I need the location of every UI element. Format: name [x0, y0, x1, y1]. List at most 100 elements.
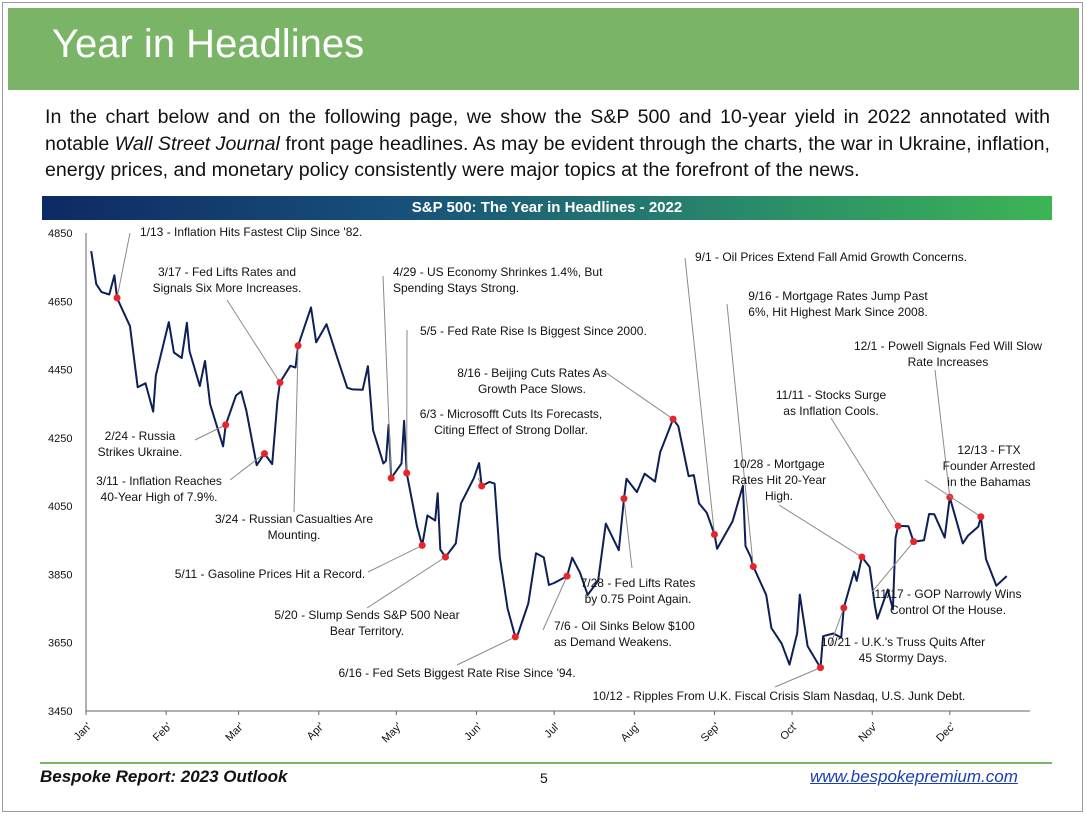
- annotation-label: 10/21 - U.K.'s Truss Quits After: [821, 635, 985, 649]
- chart-header-bar: S&P 500: The Year in Headlines - 2022: [42, 196, 1052, 220]
- annotation-label: 11/17 - GOP Narrowly Wins: [875, 587, 1022, 601]
- annotation-label: 7/28 - Fed Lifts Rates: [581, 576, 696, 590]
- x-tick-label: May': [380, 721, 405, 746]
- annotation-marker: [403, 469, 411, 477]
- annotation-label: 6/3 - Microsofft Cuts Its Forecasts,: [420, 407, 603, 421]
- annotation-label: High.: [765, 489, 793, 503]
- annotation-marker: [511, 633, 519, 641]
- annotation-leader-line: [924, 479, 982, 518]
- annotation-label: Spending Stays Strong.: [393, 281, 519, 295]
- x-tick-label: Nov': [857, 721, 881, 745]
- y-tick-label: 3450: [48, 706, 72, 718]
- annotation-label: Control Of the House.: [890, 603, 1006, 617]
- x-tick-label: Jun': [462, 721, 485, 744]
- annotation-label: 11/11 - Stocks Surge: [776, 388, 887, 402]
- annotation-leader-line: [604, 371, 674, 420]
- annotation-leader-line: [829, 607, 845, 647]
- annotation-label: 5/11 - Gasoline Prices Hit a Record.: [175, 567, 366, 581]
- footer-website-link[interactable]: www.bespokepremium.com: [810, 767, 1018, 786]
- x-tick-label: Jul': [542, 721, 562, 741]
- annotation-leader-line: [194, 424, 226, 441]
- annotation-leader-line: [830, 417, 899, 527]
- page-title: Year in Headlines: [52, 22, 365, 66]
- annotation-marker: [894, 522, 902, 530]
- annotation-label: 12/1 - Powell Signals Fed Will Slow: [854, 339, 1042, 353]
- annotation-marker: [840, 604, 848, 612]
- x-tick-label: Sep': [699, 721, 723, 745]
- annotation-marker: [441, 553, 449, 561]
- annotation-marker: [620, 495, 628, 503]
- annotation-leader-line: [542, 575, 568, 631]
- annotation-leader-line: [684, 257, 715, 535]
- annotation-marker: [260, 450, 268, 458]
- annotation-label: 3/11 - Inflation Reaches: [96, 474, 222, 488]
- annotation-marker: [858, 553, 866, 561]
- annotation-label: 6/16 - Fed Sets Biggest Rate Rise Since …: [338, 666, 575, 680]
- annotation-leader-line: [229, 453, 265, 481]
- chart-title: S&P 500: The Year in Headlines - 2022: [411, 199, 683, 216]
- annotation-leader-line: [774, 667, 821, 688]
- intro-text-2: front page headlines. As may be evident …: [45, 132, 1050, 182]
- annotation-leader-line: [726, 303, 754, 567]
- y-tick-label: 4050: [48, 501, 72, 513]
- annotation-label: 9/1 - Oil Prices Extend Fall Amid Growth…: [695, 250, 967, 264]
- y-tick-label: 4250: [48, 433, 72, 445]
- annotation-leader-line: [778, 504, 863, 558]
- annotation-marker: [563, 572, 571, 580]
- annotation-label: 3/24 - Russian Casualties Are: [215, 512, 373, 526]
- annotation-leader-line: [456, 636, 516, 666]
- annotation-label: Signals Six More Increases.: [153, 281, 302, 295]
- annotation-marker: [478, 482, 486, 490]
- annotation-leader-line: [934, 369, 951, 498]
- title-bar: [8, 8, 1079, 90]
- annotation-label: 9/16 - Mortgage Rates Jump Past: [748, 289, 928, 303]
- y-tick-label: 4650: [48, 296, 72, 308]
- annotation-label: 12/13 - FTX: [957, 443, 1020, 457]
- annotation-label: 10/12 - Ripples From U.K. Fiscal Crisis …: [593, 689, 966, 703]
- annotation-leader-line: [293, 345, 299, 513]
- annotation-marker: [113, 294, 121, 302]
- annotation-label: 6%, Hit Highest Mark Since 2008.: [748, 305, 927, 319]
- annotation-label: 10/28 - Mortgage: [733, 457, 825, 471]
- annotation-leader-line: [382, 275, 392, 479]
- annotation-label: Rate Increases: [908, 355, 989, 369]
- annotation-marker: [294, 342, 302, 350]
- y-tick-label: 4450: [48, 365, 72, 377]
- annotation-marker: [418, 541, 426, 549]
- annotation-label: in the Bahamas: [947, 475, 1030, 489]
- annotation-label: as Demand Weakens.: [554, 635, 672, 649]
- y-tick-label: 4850: [48, 228, 72, 240]
- annotation-label: 5/5 - Fed Rate Rise Is Biggest Since 200…: [420, 324, 647, 338]
- annotation-label: Strikes Ukraine.: [98, 445, 183, 459]
- annotation-marker: [749, 563, 757, 571]
- x-tick-label: Feb': [151, 721, 174, 744]
- annotation-label: 4/29 - US Economy Shrinkes 1.4%, But: [393, 265, 603, 279]
- x-tick-label: Jan': [72, 721, 95, 744]
- annotation-label: 5/20 - Slump Sends S&P 500 Near: [274, 608, 459, 622]
- annotation-marker: [910, 538, 918, 546]
- intro-italic: Wall Street Journal: [114, 132, 280, 155]
- footer-divider: [40, 762, 1052, 764]
- footer-report-title: Bespoke Report: 2023 Outlook: [40, 767, 288, 786]
- annotation-label: 1/13 - Inflation Hits Fastest Clip Since…: [140, 225, 362, 239]
- annotation-label: 8/16 - Beijing Cuts Rates As: [457, 366, 606, 380]
- annotation-leader-line: [366, 556, 446, 609]
- annotation-leader-line: [226, 299, 281, 383]
- x-tick-label: Aug': [619, 721, 643, 745]
- intro-paragraph: In the chart below and on the following …: [45, 104, 1050, 184]
- intro-text-1: In the chart below and on the following …: [45, 106, 1050, 155]
- annotation-label: Growth Pace Slows.: [478, 382, 586, 396]
- annotation-marker: [669, 415, 677, 423]
- annotation-label: 7/6 - Oil Sinks Below $100: [554, 619, 695, 633]
- annotation-label: 45 Stormy Days.: [859, 651, 948, 665]
- annotation-label: Rates Hit 20-Year: [732, 473, 826, 487]
- x-tick-label: Mar': [223, 721, 246, 744]
- annotation-marker: [387, 474, 395, 482]
- x-tick-label: Oct': [778, 721, 800, 743]
- annotation-label: Citing Effect of Strong Dollar.: [434, 423, 588, 437]
- annotation-marker: [977, 513, 985, 521]
- annotation-label: by 0.75 Point Again.: [585, 592, 692, 606]
- annotation-label: 40-Year High of 7.9%.: [101, 490, 218, 504]
